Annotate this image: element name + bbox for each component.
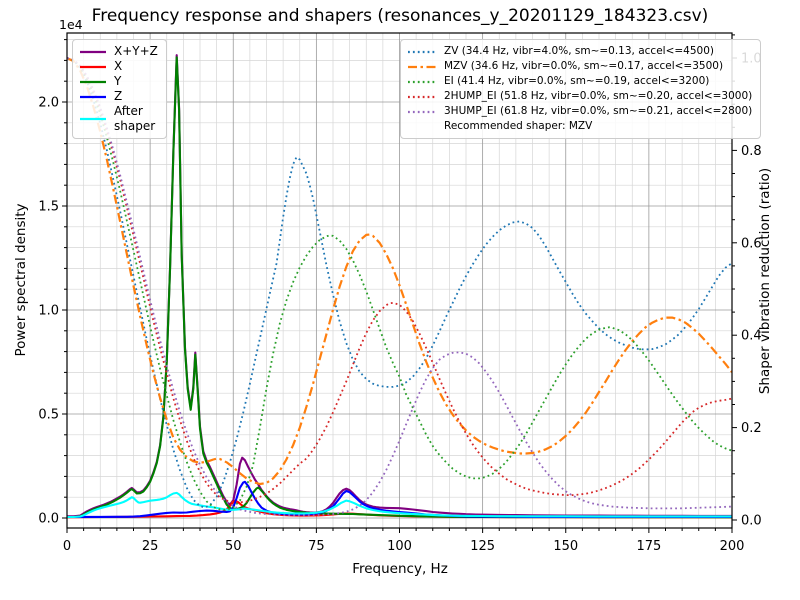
x-axis-label: Frequency, Hz <box>352 561 448 577</box>
legend-item: Recommended shaper: MZV <box>407 119 752 134</box>
x-tick-label: 175 <box>636 539 661 554</box>
legend-line-sample <box>80 50 106 53</box>
series-mzv <box>67 57 732 486</box>
y-right-tick-label: 0.6 <box>741 236 762 251</box>
legend-item: ZV (34.4 Hz, vibr=4.0%, sm~=0.13, accel<… <box>407 44 752 59</box>
x-tick-label: 50 <box>225 539 242 554</box>
chart-title: Frequency response and shapers (resonanc… <box>91 6 709 26</box>
y-left-offset-label: 1e4 <box>59 17 83 32</box>
legend-line-sample <box>80 80 106 83</box>
legend-item: Y <box>79 74 158 89</box>
y-left-tick-label: 1.0 <box>38 304 59 319</box>
x-tick-label: 25 <box>142 539 159 554</box>
legend-label: ZV (34.4 Hz, vibr=4.0%, sm~=0.13, accel<… <box>444 45 714 57</box>
series-after-shaper <box>67 491 732 519</box>
series-y <box>67 56 732 519</box>
x-tick-label: 75 <box>308 539 325 554</box>
legend-label: MZV (34.6 Hz, vibr=0.0%, sm~=0.17, accel… <box>444 60 724 72</box>
y-left-tick-label: 0.0 <box>38 512 59 527</box>
y-right-tick-label: 0.0 <box>741 514 762 529</box>
legend-line-sample <box>408 110 436 113</box>
legend-item: 3HUMP_EI (61.8 Hz, vibr=0.0%, sm~=0.21, … <box>407 104 752 119</box>
legend-psd: X+Y+Z X Y Z After shaper <box>72 39 167 139</box>
y-right-tick-label: 0.2 <box>741 421 762 436</box>
y-right-axis-label: Shaper vibration reduction (ratio) <box>757 167 773 395</box>
x-tick-label: 125 <box>470 539 495 554</box>
series-group <box>67 54 732 519</box>
legend-line-sample <box>80 117 106 121</box>
x-tick-label: 150 <box>553 539 578 554</box>
legend-item: Z <box>79 89 158 104</box>
legend-label: 2HUMP_EI (51.8 Hz, vibr=0.0%, sm~=0.20, … <box>444 90 753 102</box>
legend-item: X+Y+Z <box>79 44 158 59</box>
ticks <box>62 34 737 533</box>
y-left-tick-label: 2.0 <box>38 96 59 111</box>
legend-item: After shaper <box>79 104 158 134</box>
legend-line-sample <box>408 50 436 53</box>
y-right-tick-label: 0.4 <box>741 329 762 344</box>
x-tick-label: 0 <box>63 539 71 554</box>
legend-shapers: ZV (34.4 Hz, vibr=4.0%, sm~=0.13, accel<… <box>400 39 762 139</box>
series-2hump-ei <box>67 57 732 504</box>
legend-item: MZV (34.6 Hz, vibr=0.0%, sm~=0.17, accel… <box>407 59 752 74</box>
y-right-tick-label: 0.8 <box>741 144 762 159</box>
tick-labels: 0 25 50 75 100 125 150 175 200 0.0 0.5 1.0 1.5 2.0 0.0… <box>38 52 761 555</box>
series-ei <box>67 57 732 511</box>
legend-item: EI (41.4 Hz, vibr=0.0%, sm~=0.19, accel<… <box>407 74 752 89</box>
legend-label: Z <box>114 89 123 103</box>
legend-label: X+Y+Z <box>114 44 158 58</box>
y-left-tick-label: 0.5 <box>38 408 59 423</box>
legend-label: Recommended shaper: MZV <box>444 120 593 132</box>
legend-label: EI (41.4 Hz, vibr=0.0%, sm~=0.19, accel<… <box>444 75 710 87</box>
legend-line-sample <box>408 65 436 68</box>
legend-line-sample <box>408 80 436 83</box>
legend-label: 3HUMP_EI (61.8 Hz, vibr=0.0%, sm~=0.21, … <box>444 105 753 117</box>
legend-item: 2HUMP_EI (51.8 Hz, vibr=0.0%, sm~=0.20, … <box>407 89 752 104</box>
legend-line-sample <box>80 65 106 68</box>
series-zv <box>67 57 732 509</box>
legend-line-sample <box>408 95 436 98</box>
legend-label: X <box>114 59 123 73</box>
x-tick-label: 100 <box>387 539 412 554</box>
x-tick-label: 200 <box>720 539 745 554</box>
legend-label: After shaper <box>114 104 156 133</box>
legend-item: X <box>79 59 158 74</box>
y-left-tick-label: 1.5 <box>38 200 59 215</box>
y-left-axis-label: Power spectral density <box>13 203 29 357</box>
legend-line-sample <box>80 95 106 98</box>
legend-label: Y <box>114 74 122 88</box>
